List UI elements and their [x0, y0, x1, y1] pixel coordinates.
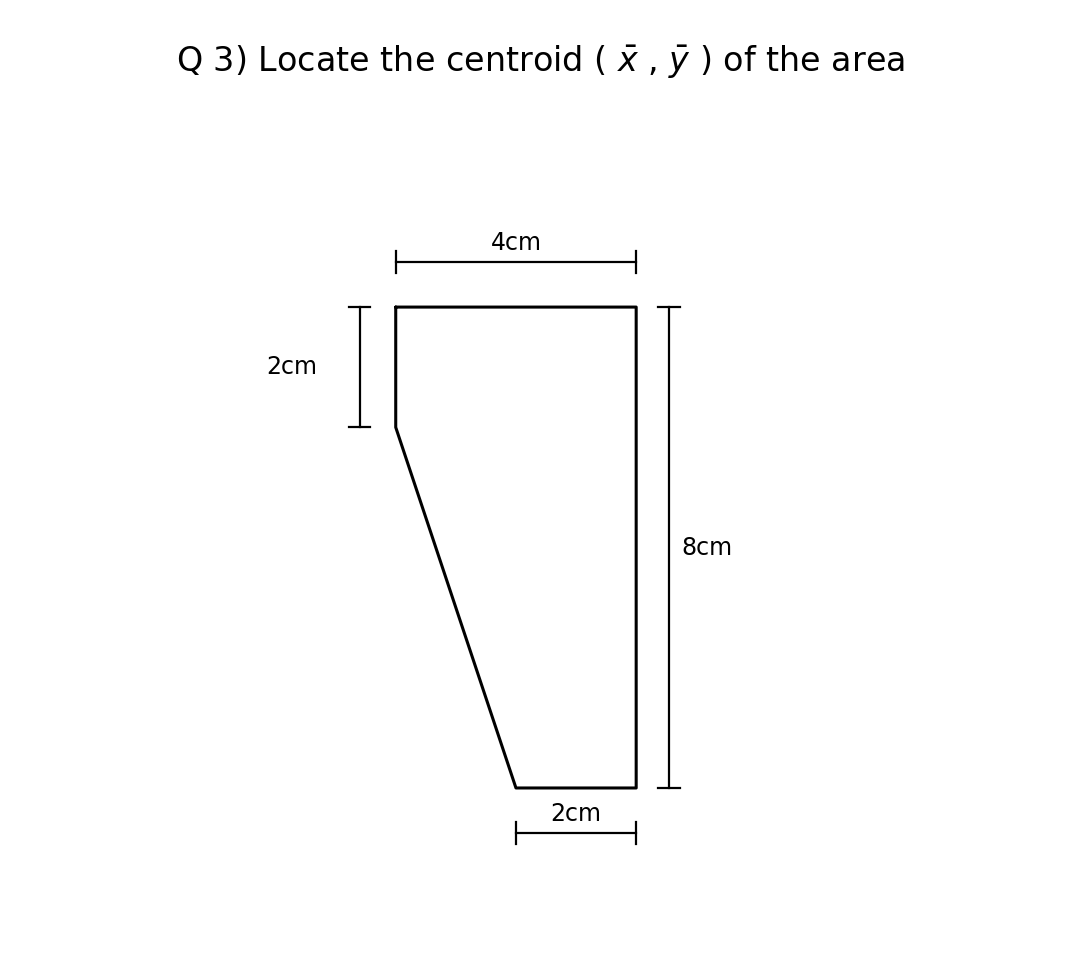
Text: 4cm: 4cm — [490, 230, 541, 255]
Text: 2cm: 2cm — [551, 802, 602, 826]
Text: Q 3) Locate the centroid ( $\bar{x}$ , $\bar{y}$ ) of the area: Q 3) Locate the centroid ( $\bar{x}$ , $… — [176, 43, 904, 80]
Text: 2cm: 2cm — [267, 356, 318, 380]
Text: 8cm: 8cm — [681, 535, 732, 559]
